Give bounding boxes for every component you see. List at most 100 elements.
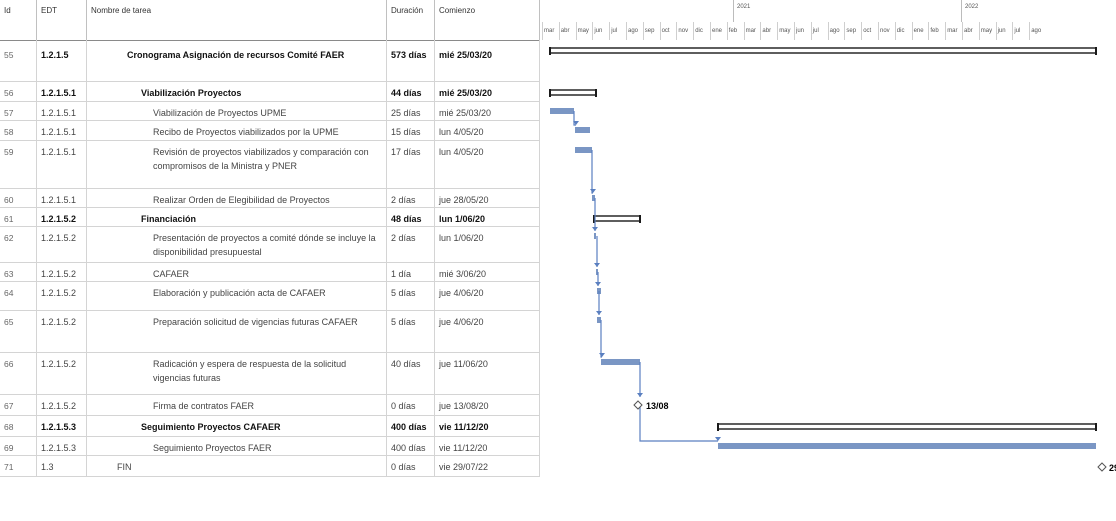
cell-wbs[interactable]: 1.2.1.5.1: [37, 189, 87, 207]
cell-duration[interactable]: 0 días: [387, 456, 435, 476]
cell-duration[interactable]: 5 días: [387, 282, 435, 310]
cell-wbs[interactable]: 1.2.1.5.2: [37, 208, 87, 226]
cell-duration[interactable]: 573 días: [387, 40, 435, 81]
table-row[interactable]: 71 1.3 FIN 0 días vie 29/07/22: [0, 456, 540, 477]
cell-id[interactable]: 58: [0, 121, 37, 140]
cell-wbs[interactable]: 1.2.1.5.1: [37, 121, 87, 140]
cell-duration[interactable]: 5 días: [387, 311, 435, 352]
table-row[interactable]: 68 1.2.1.5.3 Seguimiento Proyectos CAFAER 4…: [0, 416, 540, 437]
cell-start[interactable]: jue 11/06/20: [435, 353, 540, 394]
table-row[interactable]: 65 1.2.1.5.2 Preparación solicitud de vige…: [0, 311, 540, 353]
cell-name[interactable]: Cronograma Asignación de recursos Comité…: [87, 40, 387, 81]
cell-start[interactable]: mié 25/03/20: [435, 82, 540, 101]
cell-name[interactable]: Revisión de proyectos viabilizados y com…: [87, 141, 387, 188]
column-header-wbs[interactable]: EDT: [37, 0, 87, 40]
table-row[interactable]: 58 1.2.1.5.1 Recibo de Proyectos viabiliza…: [0, 121, 540, 141]
cell-wbs[interactable]: 1.2.1.5.1: [37, 102, 87, 120]
cell-start[interactable]: jue 4/06/20: [435, 311, 540, 352]
cell-start[interactable]: lun 1/06/20: [435, 227, 540, 262]
cell-name[interactable]: FIN: [87, 456, 387, 476]
cell-duration[interactable]: 44 días: [387, 82, 435, 101]
cell-duration[interactable]: 2 días: [387, 189, 435, 207]
cell-wbs[interactable]: 1.2.1.5.2: [37, 311, 87, 352]
cell-id[interactable]: 69: [0, 437, 37, 455]
cell-start[interactable]: lun 4/05/20: [435, 141, 540, 188]
cell-id[interactable]: 56: [0, 82, 37, 101]
cell-name[interactable]: Viabilización Proyectos: [87, 82, 387, 101]
table-row[interactable]: 63 1.2.1.5.2 CAFAER 1 día mié 3/06/20: [0, 263, 540, 282]
cell-start[interactable]: jue 4/06/20: [435, 282, 540, 310]
cell-name[interactable]: Presentación de proyectos a comité dónde…: [87, 227, 387, 262]
table-row[interactable]: 60 1.2.1.5.1 Realizar Orden de Elegibilida…: [0, 189, 540, 208]
cell-wbs[interactable]: 1.2.1.5.2: [37, 353, 87, 394]
cell-id[interactable]: 64: [0, 282, 37, 310]
table-row[interactable]: 64 1.2.1.5.2 Elaboración y publicación act…: [0, 282, 540, 311]
cell-start[interactable]: mié 25/03/20: [435, 40, 540, 81]
cell-start[interactable]: mié 25/03/20: [435, 102, 540, 120]
cell-duration[interactable]: 15 días: [387, 121, 435, 140]
cell-name[interactable]: Elaboración y publicación acta de CAFAER: [87, 282, 387, 310]
cell-name[interactable]: Radicación y espera de respuesta de la s…: [87, 353, 387, 394]
table-row[interactable]: 61 1.2.1.5.2 Financiación 48 días lun 1/06/2…: [0, 208, 540, 227]
table-row[interactable]: 55 1.2.1.5 Cronograma Asignación de recurs…: [0, 40, 540, 82]
column-header-name[interactable]: Nombre de tarea: [87, 0, 387, 40]
table-row[interactable]: 69 1.2.1.5.3 Seguimiento Proyectos FAER 400…: [0, 437, 540, 456]
cell-name[interactable]: Viabilización de Proyectos UPME: [87, 102, 387, 120]
cell-duration[interactable]: 400 días: [387, 416, 435, 436]
cell-wbs[interactable]: 1.2.1.5.1: [37, 141, 87, 188]
cell-duration[interactable]: 25 días: [387, 102, 435, 120]
cell-id[interactable]: 68: [0, 416, 37, 436]
cell-wbs[interactable]: 1.2.1.5.2: [37, 227, 87, 262]
column-header-start[interactable]: Comienzo: [435, 0, 540, 40]
cell-start[interactable]: lun 1/06/20: [435, 208, 540, 226]
cell-wbs[interactable]: 1.2.1.5.3: [37, 416, 87, 436]
table-row[interactable]: 56 1.2.1.5.1 Viabilización Proyectos 44 día…: [0, 82, 540, 102]
cell-start[interactable]: vie 29/07/22: [435, 456, 540, 476]
table-row[interactable]: 59 1.2.1.5.1 Revisión de proyectos viabili…: [0, 141, 540, 189]
cell-start[interactable]: vie 11/12/20: [435, 416, 540, 436]
table-row[interactable]: 62 1.2.1.5.2 Presentación de proyectos a c…: [0, 227, 540, 263]
cell-duration[interactable]: 1 día: [387, 263, 435, 281]
cell-wbs[interactable]: 1.2.1.5.3: [37, 437, 87, 455]
cell-start[interactable]: lun 4/05/20: [435, 121, 540, 140]
column-header-id[interactable]: Id: [0, 0, 37, 40]
cell-duration[interactable]: 40 días: [387, 353, 435, 394]
cell-id[interactable]: 62: [0, 227, 37, 262]
cell-start[interactable]: jue 13/08/20: [435, 395, 540, 415]
cell-name[interactable]: Recibo de Proyectos viabilizados por la …: [87, 121, 387, 140]
cell-name[interactable]: Seguimiento Proyectos CAFAER: [87, 416, 387, 436]
cell-duration[interactable]: 48 días: [387, 208, 435, 226]
cell-id[interactable]: 59: [0, 141, 37, 188]
cell-id[interactable]: 61: [0, 208, 37, 226]
cell-id[interactable]: 66: [0, 353, 37, 394]
cell-start[interactable]: jue 28/05/20: [435, 189, 540, 207]
cell-id[interactable]: 55: [0, 40, 37, 81]
cell-wbs[interactable]: 1.2.1.5.1: [37, 82, 87, 101]
table-row[interactable]: 66 1.2.1.5.2 Radicación y espera de respue…: [0, 353, 540, 395]
cell-start[interactable]: vie 11/12/20: [435, 437, 540, 455]
cell-id[interactable]: 65: [0, 311, 37, 352]
column-header-duration[interactable]: Duración: [387, 0, 435, 40]
cell-name[interactable]: Seguimiento Proyectos FAER: [87, 437, 387, 455]
cell-wbs[interactable]: 1.2.1.5.2: [37, 282, 87, 310]
cell-name[interactable]: Preparación solicitud de vigencias futur…: [87, 311, 387, 352]
cell-wbs[interactable]: 1.2.1.5.2: [37, 263, 87, 281]
cell-name[interactable]: CAFAER: [87, 263, 387, 281]
cell-id[interactable]: 63: [0, 263, 37, 281]
cell-start[interactable]: mié 3/06/20: [435, 263, 540, 281]
cell-id[interactable]: 60: [0, 189, 37, 207]
cell-id[interactable]: 71: [0, 456, 37, 476]
cell-name[interactable]: Realizar Orden de Elegibilidad de Proyec…: [87, 189, 387, 207]
table-row[interactable]: 57 1.2.1.5.1 Viabilización de Proyectos UP…: [0, 102, 540, 121]
cell-wbs[interactable]: 1.2.1.5.2: [37, 395, 87, 415]
cell-name[interactable]: Financiación: [87, 208, 387, 226]
cell-wbs[interactable]: 1.3: [37, 456, 87, 476]
cell-duration[interactable]: 0 días: [387, 395, 435, 415]
cell-duration[interactable]: 2 días: [387, 227, 435, 262]
cell-id[interactable]: 57: [0, 102, 37, 120]
cell-wbs[interactable]: 1.2.1.5: [37, 40, 87, 81]
cell-duration[interactable]: 17 días: [387, 141, 435, 188]
cell-name[interactable]: Firma de contratos FAER: [87, 395, 387, 415]
table-row[interactable]: 67 1.2.1.5.2 Firma de contratos FAER 0 días…: [0, 395, 540, 416]
cell-id[interactable]: 67: [0, 395, 37, 415]
